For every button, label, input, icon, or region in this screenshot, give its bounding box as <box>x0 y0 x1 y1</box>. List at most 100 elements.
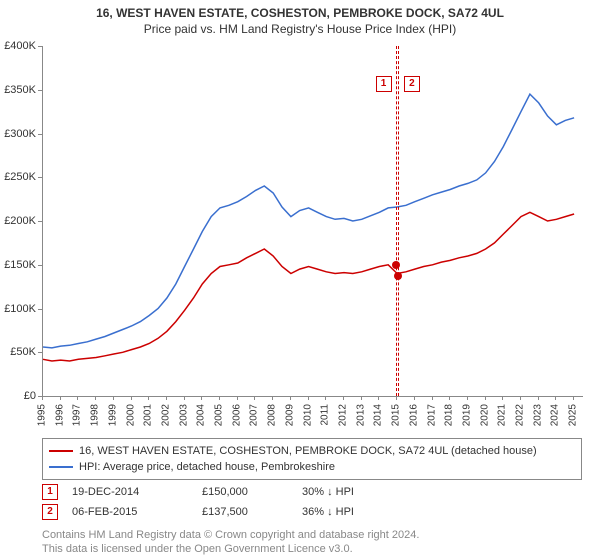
x-tick-label: 2010 <box>302 404 313 426</box>
x-tick-label: 2012 <box>337 404 348 426</box>
x-tick-label: 2023 <box>532 404 543 426</box>
x-tick <box>573 396 574 400</box>
series-hpi <box>43 94 574 348</box>
x-tick-label: 1997 <box>72 404 83 426</box>
x-tick <box>361 396 362 400</box>
y-tick-label: £50K <box>0 346 36 358</box>
sale-date: 06-FEB-2015 <box>72 506 202 518</box>
y-tick-label: £100K <box>0 303 36 315</box>
x-tick <box>113 396 114 400</box>
sale-row-marker: 2 <box>42 504 58 520</box>
x-tick <box>396 396 397 400</box>
legend-item-hpi: HPI: Average price, detached house, Pemb… <box>49 459 575 475</box>
x-tick-label: 2002 <box>160 404 171 426</box>
x-tick <box>184 396 185 400</box>
x-tick-label: 2005 <box>214 404 225 426</box>
sale-date: 19-DEC-2014 <box>72 486 202 498</box>
x-tick <box>237 396 238 400</box>
y-tick-label: £200K <box>0 215 36 227</box>
sale-row: 206-FEB-2015£137,50036% ↓ HPI <box>42 504 422 520</box>
x-tick <box>555 396 556 400</box>
x-tick <box>219 396 220 400</box>
x-tick-label: 2022 <box>515 404 526 426</box>
sale-row: 119-DEC-2014£150,00030% ↓ HPI <box>42 484 422 500</box>
y-tick-label: £400K <box>0 40 36 52</box>
x-tick <box>467 396 468 400</box>
sale-price: £150,000 <box>202 486 302 498</box>
x-tick <box>414 396 415 400</box>
x-tick <box>42 396 43 400</box>
x-tick <box>95 396 96 400</box>
x-tick <box>290 396 291 400</box>
footer-line1: Contains HM Land Registry data © Crown c… <box>42 528 419 542</box>
legend: 16, WEST HAVEN ESTATE, COSHESTON, PEMBRO… <box>42 438 582 480</box>
x-tick-label: 2009 <box>284 404 295 426</box>
x-tick-label: 2013 <box>355 404 366 426</box>
x-tick-label: 1996 <box>54 404 65 426</box>
y-tick <box>38 221 42 222</box>
y-tick-label: £350K <box>0 84 36 96</box>
x-tick-label: 2000 <box>125 404 136 426</box>
legend-item-property: 16, WEST HAVEN ESTATE, COSHESTON, PEMBRO… <box>49 443 575 459</box>
plot-area <box>42 46 583 397</box>
y-tick <box>38 352 42 353</box>
y-tick-label: £150K <box>0 259 36 271</box>
x-tick <box>148 396 149 400</box>
legend-label-hpi: HPI: Average price, detached house, Pemb… <box>79 461 335 473</box>
x-tick <box>520 396 521 400</box>
x-tick <box>60 396 61 400</box>
x-tick-label: 2004 <box>196 404 207 426</box>
y-tick <box>38 309 42 310</box>
chart-subtitle: Price paid vs. HM Land Registry's House … <box>0 22 600 36</box>
y-tick-label: £0 <box>0 390 36 402</box>
x-tick <box>131 396 132 400</box>
x-tick-label: 1999 <box>107 404 118 426</box>
x-tick <box>272 396 273 400</box>
sale-vline <box>398 46 399 396</box>
x-tick <box>201 396 202 400</box>
x-tick <box>449 396 450 400</box>
series-svg <box>43 46 583 396</box>
x-tick <box>308 396 309 400</box>
x-tick-label: 2007 <box>249 404 260 426</box>
x-tick-label: 2024 <box>550 404 561 426</box>
series-property <box>43 212 574 361</box>
y-tick <box>38 46 42 47</box>
x-tick-label: 2021 <box>497 404 508 426</box>
sale-marker-box: 2 <box>404 76 420 92</box>
sale-vline <box>396 46 397 396</box>
footer-line2: This data is licensed under the Open Gov… <box>42 542 419 556</box>
x-tick-label: 2025 <box>568 404 579 426</box>
y-tick-label: £250K <box>0 171 36 183</box>
x-tick-label: 2020 <box>479 404 490 426</box>
x-tick <box>166 396 167 400</box>
x-tick <box>343 396 344 400</box>
x-tick <box>325 396 326 400</box>
sale-dot <box>394 272 402 280</box>
x-tick-label: 2017 <box>426 404 437 426</box>
x-tick-label: 1998 <box>90 404 101 426</box>
sale-marker-box: 1 <box>376 76 392 92</box>
x-tick-label: 1995 <box>37 404 48 426</box>
chart-container: 16, WEST HAVEN ESTATE, COSHESTON, PEMBRO… <box>0 0 600 560</box>
x-tick-label: 2018 <box>444 404 455 426</box>
x-tick-label: 2015 <box>391 404 402 426</box>
x-tick <box>254 396 255 400</box>
x-tick <box>77 396 78 400</box>
x-tick-label: 2019 <box>461 404 472 426</box>
x-tick <box>432 396 433 400</box>
x-tick <box>378 396 379 400</box>
x-tick-label: 2014 <box>373 404 384 426</box>
x-tick-label: 2001 <box>143 404 154 426</box>
x-tick-label: 2011 <box>320 404 331 426</box>
x-tick-label: 2008 <box>267 404 278 426</box>
legend-swatch-property <box>49 450 73 452</box>
legend-label-property: 16, WEST HAVEN ESTATE, COSHESTON, PEMBRO… <box>79 445 537 457</box>
sale-diff: 30% ↓ HPI <box>302 486 422 498</box>
x-tick-label: 2003 <box>178 404 189 426</box>
y-tick <box>38 265 42 266</box>
sale-price: £137,500 <box>202 506 302 518</box>
x-tick <box>502 396 503 400</box>
x-tick <box>538 396 539 400</box>
chart-title: 16, WEST HAVEN ESTATE, COSHESTON, PEMBRO… <box>0 6 600 20</box>
